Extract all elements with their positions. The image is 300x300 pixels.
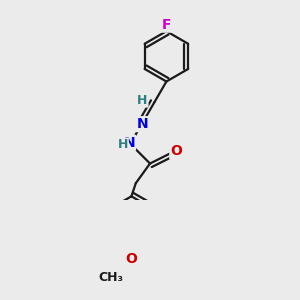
Text: O: O <box>170 145 182 158</box>
Text: O: O <box>125 252 137 266</box>
Text: H: H <box>118 138 128 152</box>
Text: CH₃: CH₃ <box>98 271 123 284</box>
Text: H: H <box>137 94 148 106</box>
Text: F: F <box>162 18 171 32</box>
Text: N: N <box>136 117 148 131</box>
Text: N: N <box>123 136 135 150</box>
